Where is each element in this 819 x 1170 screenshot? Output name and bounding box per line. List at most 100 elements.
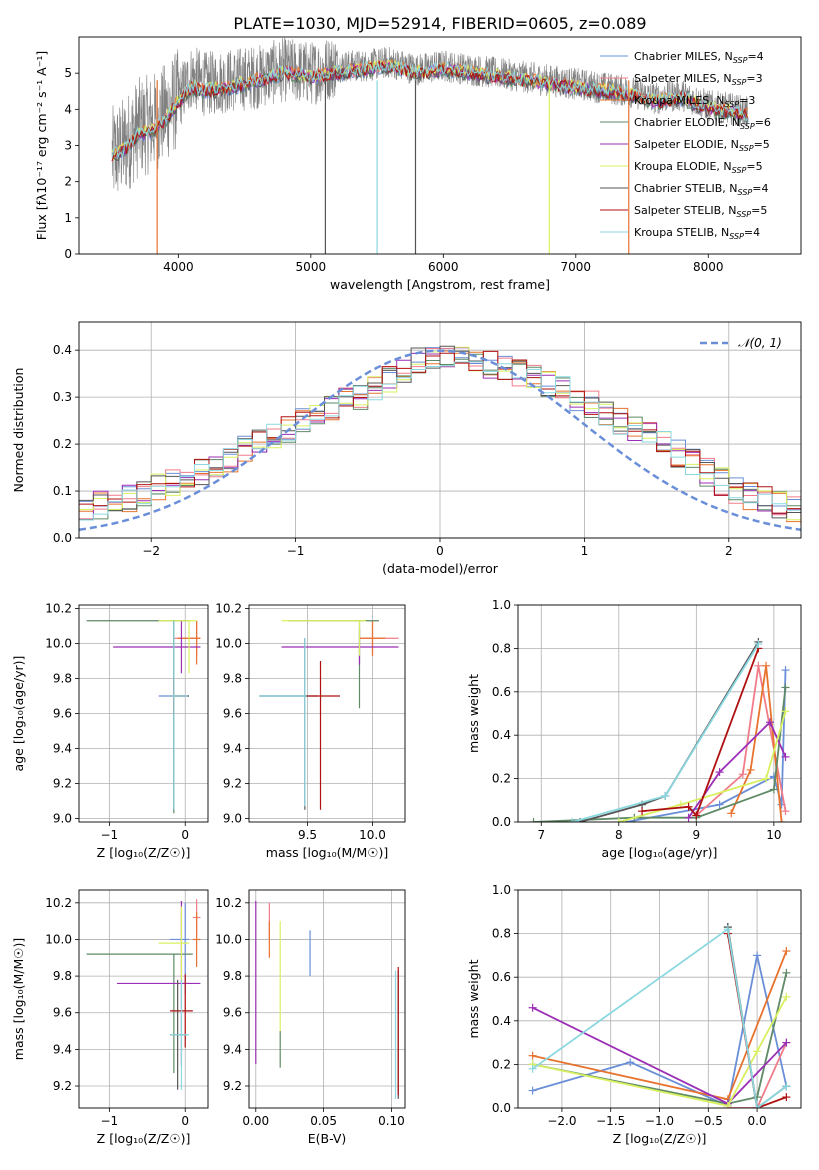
y-tick-label: 0.2 (53, 437, 72, 451)
weight-marker (762, 774, 771, 783)
x-tick-label: 0 (181, 828, 189, 842)
x-tick-label: 7 (537, 828, 545, 842)
weight-line (642, 648, 760, 818)
weight-line (730, 665, 783, 822)
y-tick-label: 0.0 (53, 531, 72, 545)
y-tick-label: 9.6 (53, 1006, 72, 1020)
y-tick-label: 2 (64, 175, 72, 189)
histogram-step-line (79, 347, 801, 517)
axes-frame (248, 889, 406, 1109)
y-axis-label: mass [log₁₀(M/M☉)] (11, 938, 26, 1060)
y-axis-label: mass weight (466, 959, 481, 1038)
histogram-group (79, 345, 801, 532)
weight-marker (777, 818, 786, 822)
y-axis-label: mass weight (466, 674, 481, 753)
weight-lines (528, 923, 791, 1108)
y-tick-label: 9.8 (223, 672, 242, 686)
x-tick-label: 7000 (561, 260, 592, 274)
weight-marker (692, 811, 701, 820)
weight-marker (782, 968, 791, 977)
y-tick-label: 0.4 (53, 343, 72, 357)
weight-marker (782, 1082, 791, 1091)
x-tick-label: 0 (436, 544, 444, 558)
errorbar-point (170, 620, 188, 810)
x-axis-label: Z [log₁₀(Z/Z☉)] (97, 1131, 191, 1146)
weight-line (618, 711, 787, 822)
y-tick-label: 9.4 (223, 742, 242, 756)
x-tick-label: 6000 (428, 260, 459, 274)
x-tick-label: 9 (693, 828, 701, 842)
histogram-step-line (79, 353, 801, 520)
y-tick-label: 10.2 (45, 602, 72, 616)
weight-marker (715, 768, 724, 777)
weight-marker (614, 818, 623, 822)
errorbar-point (86, 953, 193, 1074)
y-tick-label: 0.8 (492, 641, 511, 655)
weight-marker (753, 1104, 762, 1108)
x-tick-label: −1.5 (596, 1114, 625, 1128)
y-tick-label: 9.2 (223, 1079, 242, 1093)
axes-frame (248, 604, 406, 823)
y-axis-label: age [log₁₀(age/yr)] (11, 656, 26, 772)
weight-marker (529, 818, 538, 822)
y-tick-label: 10.2 (45, 896, 72, 910)
y-tick-label: 10.0 (45, 637, 72, 651)
errorbar-point (307, 661, 340, 810)
y-tick-label: 10.2 (215, 602, 242, 616)
errorbar-point (158, 906, 190, 980)
chart-age-vs-z: −1 0 9.0 9.2 9.4 9.6 9.8 10.0 10.2 Z [log₁₀(Z/Z☉)… (11, 602, 209, 860)
y-tick-label: 0.6 (492, 970, 511, 984)
weight-marker (782, 992, 791, 1001)
y-tick-label: 9.2 (223, 777, 242, 791)
weight-line (727, 1042, 788, 1108)
weight-marker (723, 1101, 732, 1108)
x-tick-label: −1 (287, 544, 305, 558)
y-tick-label: 1 (64, 211, 72, 225)
legend: Chabrier MILES, NSSP=4 Salpeter MILES, NS… (600, 50, 771, 241)
axes-frame (78, 321, 802, 539)
figure-title: PLATE=1030, MJD=52914, FIBERID=0605, z=0… (233, 14, 646, 33)
legend-label: Salpeter STELIB, NSSP=5 (634, 204, 767, 219)
legend-label: Chabrier MILES, NSSP=4 (634, 50, 764, 65)
x-axis-label: Z [log₁₀(Z/Z☉)] (613, 1131, 707, 1146)
x-axis-label: wavelength [Angstrom, rest frame] (330, 277, 550, 292)
weight-marker (781, 666, 790, 675)
weight-line (532, 996, 788, 1107)
weight-line (579, 641, 760, 822)
errorbar-point (281, 620, 366, 656)
errorbar-group (259, 620, 399, 810)
chart-spectrum: 4000 5000 6000 7000 8000 0 1 2 3 4 5 wavelength [An… (34, 36, 802, 292)
y-tick-label: 9.4 (53, 1042, 72, 1056)
x-tick-label: 0.00 (242, 1114, 269, 1128)
errorbar-group (255, 900, 399, 1099)
x-tick-label: 0.05 (310, 1114, 337, 1128)
x-tick-label: 10 (766, 828, 781, 842)
histogram-step-line (79, 347, 801, 525)
x-tick-label: 9.5 (298, 828, 317, 842)
weight-marker (661, 791, 670, 800)
x-tick-label: 10.0 (359, 828, 386, 842)
errorbar-point (116, 900, 201, 1066)
chart-age-vs-mass: 9.5 10.0 9.0 9.2 9.4 9.6 9.8 10.0 10.2 mass [log₁… (215, 602, 406, 860)
y-tick-label: 0.4 (492, 1014, 511, 1028)
legend-label: Chabrier STELIB, NSSP=4 (634, 182, 768, 197)
weight-line (532, 972, 788, 1105)
y-tick-label: 9.2 (53, 777, 72, 791)
y-tick-label: 9.6 (223, 707, 242, 721)
weight-marker (782, 947, 791, 956)
weight-marker (769, 785, 778, 794)
y-tick-label: 0.0 (492, 1101, 511, 1115)
errorbar-group (86, 620, 201, 814)
weight-marker (684, 813, 693, 822)
errorbar-point (170, 902, 190, 995)
weight-marker (528, 1051, 537, 1060)
x-tick-label: −2.0 (547, 1114, 576, 1128)
weight-line (695, 665, 787, 817)
y-axis-label: Normed distribution (11, 368, 26, 493)
axes-frame (78, 36, 802, 255)
spectrum-model-line (111, 59, 749, 158)
y-axis-label: Flux [fλ10⁻¹⁷ erg cm⁻² s⁻¹ A⁻¹] (34, 51, 49, 240)
weight-marker (753, 1047, 762, 1056)
y-tick-label: 0.0 (492, 815, 511, 829)
